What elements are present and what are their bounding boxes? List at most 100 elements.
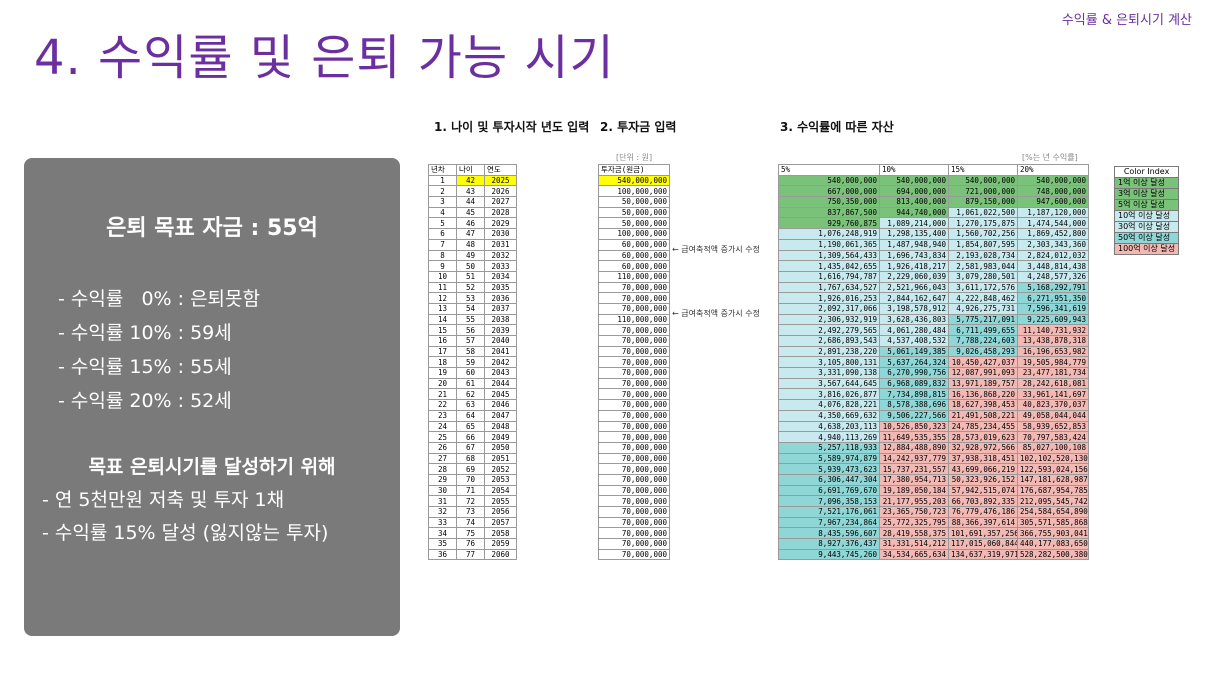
table-cell: 102,102,520,130 [1017, 452, 1089, 465]
table-cell: 10억 이상 달성 [1113, 210, 1180, 222]
table-row: 2,686,893,543 4,537,408,532 7,788,224,603 1… [778, 335, 1089, 347]
table-row: 9,443,745,260 34,534,665,634 134,637,319,9… [778, 548, 1089, 561]
table-cell: 2,092,317,066 [778, 302, 880, 315]
table-cell: 연도 [484, 164, 517, 176]
table-cell: 13 [428, 302, 457, 315]
table-cell: 2043 [484, 367, 517, 379]
table-row: 70,000,000 [598, 335, 670, 347]
table-cell: 2037 [484, 302, 517, 315]
table-cell: 66,703,892,335 [948, 495, 1018, 507]
table-cell: 7,788,224,603 [948, 335, 1018, 347]
table-row: 14 55 2038 [428, 313, 517, 326]
salary-note: ← 급여축적액 증가시 수정 [672, 309, 760, 318]
table-cell: 837,867,500 [778, 206, 880, 219]
table-cell: 14,242,937,779 [879, 452, 949, 465]
table-cell: 2040 [484, 335, 517, 347]
table-cell: 70,000,000 [598, 409, 670, 422]
table-cell: 2059 [484, 538, 517, 550]
table-cell: 540,000,000 [1017, 174, 1089, 187]
table-cell: 7,596,341,619 [1017, 302, 1089, 315]
summary-panel: 은퇴 목표 자금 : 55억 - 수익률 0% : 은퇴못함 - 수익률 10%… [24, 158, 400, 636]
table-cell: 813,400,000 [879, 196, 949, 208]
table-cell: 1,435,042,655 [778, 260, 880, 272]
table-cell: 42 [456, 174, 485, 187]
table-cell: 2060 [484, 548, 517, 561]
table-cell: 1,089,214,000 [879, 217, 949, 230]
table-row: 5,589,974,879 14,242,937,779 37,938,318,45… [778, 452, 1089, 465]
table-row: 1,435,042,655 1,926,418,217 2,581,983,044 3… [778, 260, 1089, 272]
table-cell: 2,229,060,039 [879, 270, 949, 283]
table-cell: 33 [428, 516, 457, 529]
table-cell: 72 [456, 495, 485, 507]
table-cell: 2,521,966,043 [879, 281, 949, 294]
table-cell: 43,699,066,219 [948, 463, 1018, 475]
table-row: 70,000,000 [598, 292, 670, 304]
table-cell: 21,491,508,221 [948, 409, 1018, 422]
table-row: 6 47 2030 [428, 228, 517, 240]
table-cell: 21 [428, 388, 457, 401]
table-row: 27 68 2051 [428, 452, 517, 465]
table-cell: 15 [428, 324, 457, 336]
table-cell: 10% [879, 164, 949, 176]
table-row: 70,000,000 [598, 548, 670, 561]
table-row: 3,816,026,877 7,734,898,815 16,136,868,220… [778, 388, 1089, 401]
table-row: 19 60 2043 [428, 367, 517, 379]
table-cell: 2051 [484, 452, 517, 465]
table-cell: 9,026,458,293 [948, 345, 1018, 358]
table-row: 3 44 2027 [428, 196, 517, 208]
table-row: 16 57 2040 [428, 335, 517, 347]
legend-item: 3억 이상 달성 [1113, 188, 1180, 200]
table-cell: 1,309,564,433 [778, 249, 880, 262]
table-cell: 528,282,500,380 [1017, 548, 1089, 561]
table-cell: 23 [428, 409, 457, 422]
color-index-legend: Color Index 1억 이상 달성 3억 이상 달성 5억 이상 달성 10억 이… [1113, 166, 1180, 255]
table-cell: 12 [428, 292, 457, 304]
table-cell: 18,627,398,453 [948, 399, 1018, 411]
table-cell: 13,438,878,318 [1017, 335, 1089, 347]
table-cell: 2045 [484, 388, 517, 401]
table-cell: 24 [428, 420, 457, 433]
table-row: 1,926,016,253 2,844,162,647 4,222,848,462 6… [778, 292, 1089, 304]
table-cell: 8,578,388,696 [879, 399, 949, 411]
table-cell: 40,823,370,037 [1017, 399, 1089, 411]
table-row: 5,939,473,623 15,737,231,557 43,699,066,21… [778, 463, 1089, 475]
table-row: 110,000,000 [598, 313, 670, 326]
table-cell: 70,000,000 [598, 431, 670, 443]
table-row: 5,257,118,933 12,884,488,890 32,928,972,56… [778, 441, 1089, 454]
table-cell: 1,190,061,365 [778, 238, 880, 251]
table-cell: 71 [456, 484, 485, 497]
table-cell: 60,000,000 [598, 260, 670, 272]
table-row: 20 61 2044 [428, 377, 517, 390]
table-cell: 투자금(원금) [598, 164, 670, 176]
table-row: 8 49 2032 [428, 249, 517, 262]
table-row: 25 66 2049 [428, 431, 517, 443]
table-cell: 2058 [484, 527, 517, 540]
table-row: 3,105,800,131 5,637,264,324 10,450,427,037… [778, 356, 1089, 369]
table-cell: 100,000,000 [598, 185, 670, 198]
table-cell: 70,000,000 [598, 516, 670, 529]
table-cell: 50,000,000 [598, 217, 670, 230]
table-row: 70,000,000 [598, 388, 670, 401]
table-cell: 12,884,488,890 [879, 441, 949, 454]
table-cell: 3,816,026,877 [778, 388, 880, 401]
section-invest-title: 2. 투자금 입력 [600, 120, 677, 134]
table-cell: 47 [456, 228, 485, 240]
table-cell: 15% [948, 164, 1018, 176]
table-cell: 50,000,000 [598, 206, 670, 219]
table-cell: 3,198,578,912 [879, 302, 949, 315]
table-cell: 2025 [484, 174, 517, 187]
table-cell: 694,000,000 [879, 185, 949, 198]
table-row: 17 58 2041 [428, 345, 517, 358]
table-row: 70,000,000 [598, 409, 670, 422]
table-cell: 7,734,898,815 [879, 388, 949, 401]
section-age-title: 1. 나이 및 투자시작 년도 입력 [434, 120, 590, 134]
table-row: 70,000,000 [598, 431, 670, 443]
table-cell: 51 [456, 270, 485, 283]
table-cell: 2041 [484, 345, 517, 358]
table-cell: 53 [456, 292, 485, 304]
table-row: 1 42 2025 [428, 174, 517, 187]
table-row: 70,000,000 [598, 377, 670, 390]
table-cell: 1,076,248,919 [778, 228, 880, 240]
table-cell: 3,611,172,576 [948, 281, 1018, 294]
table-cell: 147,181,628,987 [1017, 473, 1089, 486]
